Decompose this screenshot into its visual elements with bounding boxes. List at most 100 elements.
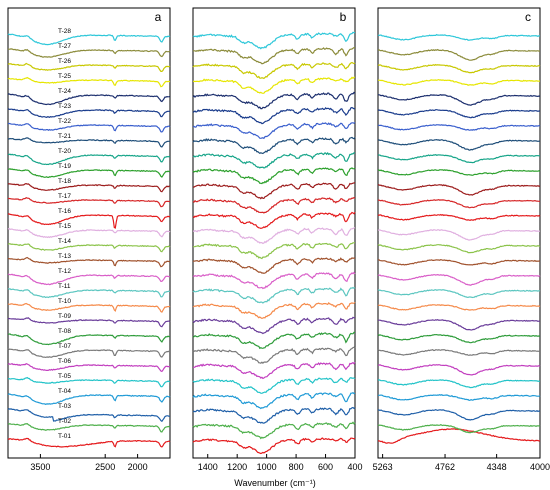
series-label: T-28 (58, 28, 71, 35)
series-label: T-07 (58, 343, 71, 350)
series-label: T-12 (58, 268, 71, 275)
series-line (7, 137, 171, 148)
series-label: T-11 (58, 283, 71, 290)
series-line (193, 242, 355, 260)
series-line (378, 394, 541, 402)
series-label: T-05 (58, 373, 71, 380)
x-tick-label: 800 (289, 462, 304, 472)
series-line (377, 63, 541, 74)
series-line (7, 197, 171, 208)
series-line (192, 437, 356, 455)
series-line (192, 182, 356, 200)
series-line (7, 33, 171, 46)
series-line (192, 227, 356, 245)
x-tick-label: 1200 (227, 462, 247, 472)
series-line (377, 33, 541, 41)
series-line (192, 301, 356, 320)
series-line (378, 78, 541, 86)
series-line (378, 198, 541, 209)
series-label: T-09 (58, 313, 71, 320)
panel-frame-b (192, 7, 356, 459)
series-line (377, 109, 541, 119)
series-line (7, 348, 171, 359)
series-line (7, 393, 171, 405)
series-line (377, 138, 541, 151)
series-line (192, 406, 356, 424)
series-line (192, 331, 356, 350)
x-tick-label: 4348 (487, 462, 507, 472)
series-line (377, 289, 541, 299)
series-line (192, 136, 356, 155)
series-line (192, 211, 356, 230)
panel-c: c 5263 4762 4348 4000 (373, 7, 550, 472)
series-line (7, 317, 171, 328)
series-label: T-20 (58, 148, 71, 155)
x-tick-label: 400 (347, 462, 362, 472)
series-label: T-26 (58, 58, 71, 65)
series-line (7, 423, 171, 433)
series-line (7, 108, 171, 119)
series-line (7, 256, 171, 268)
series-label: T-13 (58, 253, 71, 260)
x-tick-label: 2000 (128, 462, 148, 472)
series-line (8, 333, 171, 346)
panel-letter: a (155, 10, 162, 24)
x-tick-label: 1400 (198, 462, 218, 472)
series-line (192, 377, 356, 394)
series-line (7, 243, 171, 253)
series-line (7, 273, 171, 286)
series-label: T-23 (58, 103, 71, 110)
x-axis-title: Wavenumber (cm⁻¹) (234, 478, 315, 488)
series-label: T-16 (58, 208, 71, 215)
x-tick-label: 5263 (373, 462, 393, 472)
series-line (377, 333, 541, 344)
series-line (193, 361, 356, 380)
panel-a: a 3500 2500 2000 T-01 T-02 T-03 T-04 T-05 T-06 T-0… (7, 7, 171, 472)
series-label: T-06 (58, 358, 71, 365)
series-label: T-03 (58, 403, 71, 410)
series-line (377, 184, 541, 196)
series-line (377, 48, 541, 61)
series-label: T-04 (58, 388, 71, 395)
series-label: T-22 (58, 118, 71, 125)
x-tick-label: 4000 (530, 462, 550, 472)
series-line (192, 31, 356, 50)
x-tick-label: 600 (318, 462, 333, 472)
series-line (377, 409, 541, 421)
panel-letter: b (340, 10, 347, 24)
series-line (377, 364, 541, 376)
x-tick-label: 4762 (435, 462, 455, 472)
x-tick-label: 2500 (95, 462, 115, 472)
series-label: T-19 (58, 163, 71, 170)
panel-frame-a (7, 7, 171, 459)
series-label: T-01 (58, 433, 71, 440)
series-line (8, 122, 171, 133)
series-line (192, 316, 356, 335)
series-line (7, 408, 170, 423)
series-line (377, 349, 541, 356)
panel-letter: c (525, 10, 531, 24)
series-line (377, 304, 541, 311)
series-line (192, 122, 356, 140)
series-line (192, 271, 356, 290)
series-line (377, 428, 541, 444)
series-line (378, 94, 541, 106)
series-label: T-14 (58, 238, 71, 245)
series-line (192, 286, 356, 304)
panel-b: b 1400 1200 1000 800 600 400 (192, 7, 363, 472)
series-label: T-17 (58, 193, 71, 200)
series-line (7, 168, 171, 179)
series-label: T-08 (58, 328, 71, 335)
series-line (377, 229, 541, 241)
series-line (377, 379, 541, 389)
x-tick-label: 1000 (257, 462, 277, 472)
series-label: T-25 (58, 73, 71, 80)
series-line (7, 153, 171, 166)
series-line (7, 213, 171, 229)
series-line (192, 421, 356, 440)
series-line (7, 437, 171, 448)
series-label: T-10 (58, 298, 71, 305)
series-line (192, 61, 356, 80)
series-line (192, 257, 356, 275)
series-line (192, 47, 355, 65)
